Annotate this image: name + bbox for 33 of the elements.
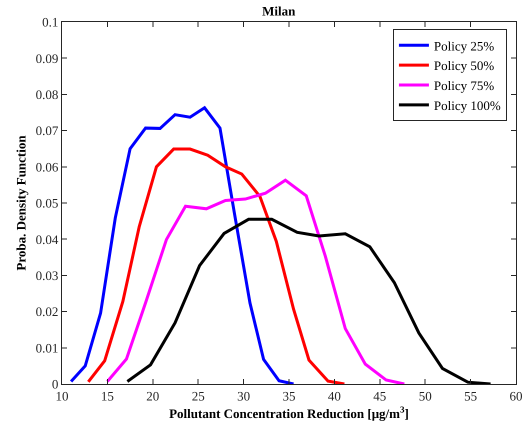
y-tick-label: 0.06 xyxy=(36,159,59,174)
line-series xyxy=(70,106,296,384)
x-tick-label: 45 xyxy=(373,388,386,404)
y-tick-label: 0.05 xyxy=(36,196,58,211)
legend-label: Policy 75% xyxy=(434,78,494,94)
line-series xyxy=(126,218,492,384)
legend-label: Policy 100% xyxy=(434,98,501,113)
chart-title: Milan xyxy=(262,4,296,19)
x-tick-label: 50 xyxy=(418,388,432,404)
y-tick-label: 0.04 xyxy=(36,232,59,247)
legend-label: Policy 50% xyxy=(434,58,494,74)
line-series xyxy=(106,178,406,384)
y-tick-label: 0.03 xyxy=(36,268,58,283)
legend-label: Policy 25% xyxy=(434,38,494,54)
y-tick-label: 0.09 xyxy=(36,50,58,66)
y-tick-label: 0 xyxy=(52,376,58,392)
y-tick-label: 0.1 xyxy=(42,14,58,30)
x-tick-label: 40 xyxy=(328,388,341,404)
y-axis-title: Proba. Density Function xyxy=(14,134,29,271)
x-tick-label: 20 xyxy=(146,388,160,404)
x-axis-title: Pollutant Concentration Reduction [μg/m$^{3}$] xyxy=(169,404,409,422)
x-tick-label: 35 xyxy=(282,388,296,404)
x-tick-label: 10 xyxy=(56,388,68,404)
x-tick-label: 60 xyxy=(510,388,522,404)
y-tick-label: 0.08 xyxy=(36,86,58,102)
x-tick-label: 55 xyxy=(464,388,478,404)
y-tick-label: 0.02 xyxy=(36,304,58,320)
x-tick-label: 15 xyxy=(100,388,114,404)
x-tick-label: 30 xyxy=(237,388,250,404)
y-tick-label: 0.01 xyxy=(36,340,58,356)
x-tick-label: 25 xyxy=(192,388,205,404)
line-series xyxy=(86,148,346,384)
y-tick-label: 0.07 xyxy=(36,123,59,138)
